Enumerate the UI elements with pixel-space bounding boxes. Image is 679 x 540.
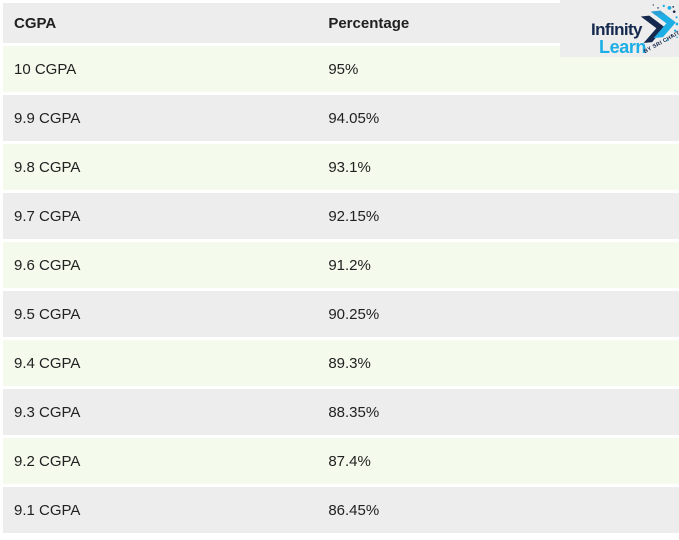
cgpa-cell: 9.3 CGPA xyxy=(3,389,318,435)
percentage-cell: 91.2% xyxy=(317,242,679,288)
table-row: 9.3 CGPA 88.35% xyxy=(3,389,679,435)
table-row: 9.5 CGPA 90.25% xyxy=(3,291,679,337)
percentage-cell: 89.3% xyxy=(317,340,679,386)
percentage-cell: 92.15% xyxy=(317,193,679,239)
percentage-cell: 88.35% xyxy=(317,389,679,435)
percentage-cell: 93.1% xyxy=(317,144,679,190)
table-row: 9.8 CGPA 93.1% xyxy=(3,144,679,190)
cgpa-cell: 9.8 CGPA xyxy=(3,144,318,190)
percentage-cell: 90.25% xyxy=(317,291,679,337)
percentage-cell: 87.4% xyxy=(317,438,679,484)
cgpa-cell: 9.2 CGPA xyxy=(3,438,318,484)
cgpa-cell: 9.6 CGPA xyxy=(3,242,318,288)
table-row: 9.4 CGPA 89.3% xyxy=(3,340,679,386)
table-row: 9.7 CGPA 92.15% xyxy=(3,193,679,239)
infinity-arrow-icon xyxy=(640,4,678,44)
table-row: 9.2 CGPA 87.4% xyxy=(3,438,679,484)
cgpa-percentage-table: CGPA Percentage 10 CGPA 95% 9.9 CGPA 94.05%… xyxy=(3,0,679,536)
table-row: 9.9 CGPA 94.05% xyxy=(3,95,679,141)
cgpa-cell: 9.9 CGPA xyxy=(3,95,318,141)
logo-word-learn: Learn xyxy=(599,37,647,57)
percentage-cell: 86.45% xyxy=(317,487,679,533)
table-header: CGPA Percentage xyxy=(3,3,679,43)
cgpa-cell: 9.5 CGPA xyxy=(3,291,318,337)
cgpa-cell: 9.7 CGPA xyxy=(3,193,318,239)
column-header-cgpa: CGPA xyxy=(3,3,318,43)
table-row: 9.1 CGPA 86.45% xyxy=(3,487,679,533)
header-row: CGPA Percentage xyxy=(3,3,679,43)
cgpa-cell: 9.4 CGPA xyxy=(3,340,318,386)
logo-word-infinity: Infinity xyxy=(591,20,643,39)
table-body: 10 CGPA 95% 9.9 CGPA 94.05% 9.8 CGPA 93.1% 9.7… xyxy=(3,46,679,533)
percentage-cell: 94.05% xyxy=(317,95,679,141)
infinity-learn-logo: Infinity Learn BY SRI CHAITANYA xyxy=(560,0,679,57)
cgpa-cell: 10 CGPA xyxy=(3,46,318,92)
cgpa-cell: 9.1 CGPA xyxy=(3,487,318,533)
table-row: 9.6 CGPA 91.2% xyxy=(3,242,679,288)
